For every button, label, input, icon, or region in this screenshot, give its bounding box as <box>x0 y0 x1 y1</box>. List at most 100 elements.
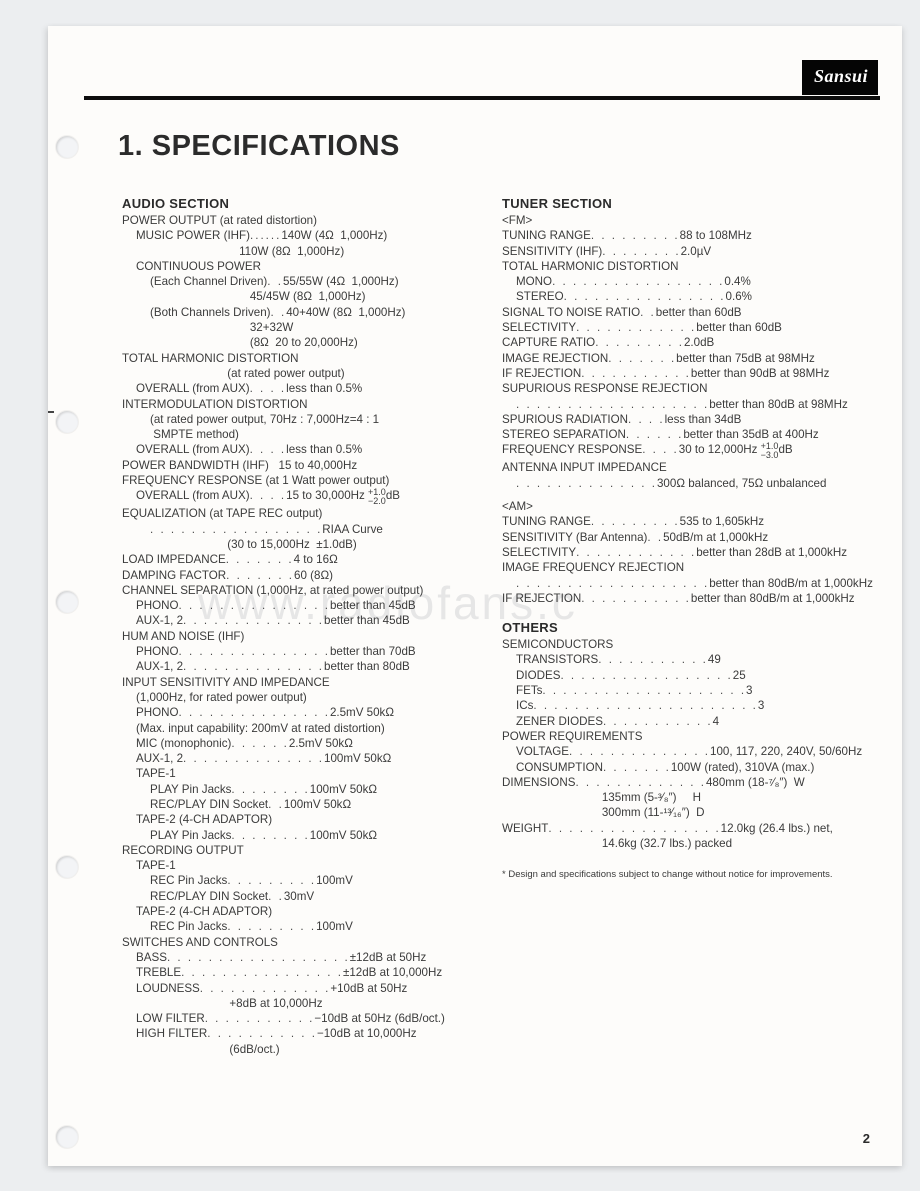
spec-value: ±12dB at 50Hz <box>350 950 427 965</box>
spec-label: INTERMODULATION DISTORTION <box>122 397 308 412</box>
leader-dots: . . . . . . . . . . . . . . . <box>179 705 330 720</box>
leader-dots: . . <box>271 305 287 320</box>
spec-row: IMAGE REJECTION . . . . . . .better than… <box>502 351 872 366</box>
spec-value: 2.0dB <box>684 335 714 350</box>
spec-row: TRANSISTORS . . . . . . . . . . .49 <box>502 652 872 667</box>
spec-label: POWER OUTPUT (at rated distortion) <box>122 213 317 228</box>
spec-row: MUSIC POWER (IHF)......140W (4Ω 1,000Hz) <box>122 228 476 243</box>
spec-row: TUNING RANGE . . . . . . . . .535 to 1,6… <box>502 514 872 529</box>
spec-row: +8dB at 10,000Hz <box>122 996 476 1011</box>
spec-value: 2.0µV <box>681 244 712 259</box>
leader-dots: . . . . . . . . . . . . . . . . . . . . <box>542 683 746 698</box>
spec-list: SEMICONDUCTORSTRANSISTORS . . . . . . . … <box>502 637 872 851</box>
tolerance-fraction: +1.0−2.0 <box>368 488 386 506</box>
spec-row: OVERALL (from AUX) . . . .15 to 30,000Hz… <box>122 488 476 506</box>
spec-row: ZENER DIODES . . . . . . . . . . .4 <box>502 714 872 729</box>
spec-row: SELECTIVITY . . . . . . . . . . . .bette… <box>502 320 872 335</box>
spec-row <box>502 491 872 499</box>
spec-value: better than 60dB <box>696 320 782 335</box>
spec-row: EQUALIZATION (at TAPE REC output) <box>122 506 476 521</box>
spec-row: REC/PLAY DIN Socket . .100mV 50kΩ <box>122 797 476 812</box>
spec-row: TREBLE . . . . . . . . . . . . . . . .±1… <box>122 965 476 980</box>
spec-row: REC Pin Jacks . . . . . . . . .100mV <box>122 919 476 934</box>
spec-row: REC/PLAY DIN Socket . .30mV <box>122 889 476 904</box>
spec-row: HIGH FILTER . . . . . . . . . . .−10dB a… <box>122 1026 476 1041</box>
spec-row: FREQUENCY RESPONSE (at 1 Watt power outp… <box>122 473 476 488</box>
spec-row: 45/45W (8Ω 1,000Hz) <box>122 289 476 304</box>
spec-label: SIGNAL TO NOISE RATIO <box>502 305 640 320</box>
spec-row: MIC (monophonic) . . . . . .2.5mV 50kΩ <box>122 736 476 751</box>
leader-dots: . . . . . . . . . . . <box>581 366 691 381</box>
spec-value: 110W (8Ω 1,000Hz) <box>136 244 344 259</box>
spec-label: DIODES <box>516 668 560 683</box>
spec-row: OVERALL (from AUX) . . . .less than 0.5% <box>122 442 476 457</box>
spec-row: FREQUENCY RESPONSE . . . .30 to 12,000Hz… <box>502 442 872 460</box>
spec-row: (30 to 15,000Hz ±1.0dB) <box>122 537 476 552</box>
spec-label: MUSIC POWER (IHF) <box>136 228 250 243</box>
spec-row: SPURIOUS RADIATION . . . .less than 34dB <box>502 412 872 427</box>
spec-row: SUPURIOUS RESPONSE REJECTION <box>502 381 872 396</box>
spec-label: LOW FILTER <box>136 1011 205 1026</box>
spec-label: INPUT SENSITIVITY AND IMPEDANCE <box>122 675 330 690</box>
leader-dots: . . . . . . . . . <box>591 514 680 529</box>
section-heading-tuner: TUNER SECTION <box>502 196 872 211</box>
spec-row: SEMICONDUCTORS <box>502 637 872 652</box>
spec-label: HIGH FILTER <box>136 1026 207 1041</box>
edge-mark-icon <box>48 411 54 413</box>
spec-row: AUX-1, 2 . . . . . . . . . . . . . .bett… <box>122 613 476 628</box>
spec-label: ZENER DIODES <box>516 714 603 729</box>
spec-value: (30 to 15,000Hz ±1.0dB) <box>150 537 357 552</box>
spec-row: DAMPING FACTOR . . . . . . .60 (8Ω) <box>122 568 476 583</box>
spec-label: AUX-1, 2 <box>136 751 183 766</box>
leader-dots: . . . . . . . . . . . . <box>576 545 696 560</box>
spec-row: (8Ω 20 to 20,000Hz) <box>122 335 476 350</box>
spec-label: SENSITIVITY (Bar Antenna) <box>502 530 647 545</box>
binder-hole-icon <box>56 591 78 613</box>
leader-dots: . . . . . . . . . . . . <box>576 320 696 335</box>
leader-dots: . . . . . . . . . . . . . . <box>183 751 324 766</box>
spec-row: IF REJECTION . . . . . . . . . . .better… <box>502 366 872 381</box>
spec-label: SEMICONDUCTORS <box>502 637 613 652</box>
spec-value: (8Ω 20 to 20,000Hz) <box>150 335 358 350</box>
spec-label: (1,000Hz, for rated power output) <box>136 690 307 705</box>
spec-row: INTERMODULATION DISTORTION <box>122 397 476 412</box>
spec-label: STEREO <box>516 289 564 304</box>
leader-dots: . . . . . . . . . . . . . . <box>569 744 710 759</box>
spec-label: REC/PLAY DIN Socket <box>150 797 268 812</box>
spec-value: 100, 117, 220, 240V, 50/60Hz <box>710 744 862 759</box>
spec-value: 25 <box>733 668 746 683</box>
leader-dots: . . . . . . . . . . . . . . . . . . . . … <box>533 698 758 713</box>
spec-value: 2.5mV 50kΩ <box>289 736 353 751</box>
document-page: Sansui www.radiofans.c 1. SPECIFICATIONS… <box>48 26 902 1166</box>
spec-row: RECORDING OUTPUT <box>122 843 476 858</box>
leader-dots: . . . . . . . . . . . . . . <box>183 613 324 628</box>
spec-row: STEREO SEPARATION . . . . . .better than… <box>502 427 872 442</box>
spec-row: PLAY Pin Jacks . . . . . . . .100mV 50kΩ <box>122 782 476 797</box>
leader-dots: . . . . . . . . . . . . . . <box>516 476 657 491</box>
spec-value: 0.6% <box>726 289 752 304</box>
leader-dots: . . . . . . . . . . . . . . . . . . . <box>516 576 709 591</box>
leader-dots: . . . . . . . . . . . <box>581 591 691 606</box>
spec-value: (6dB/oct.) <box>136 1042 280 1057</box>
leader-dots: . . <box>268 797 284 812</box>
spec-row: 32+32W <box>122 320 476 335</box>
spec-row: SENSITIVITY (Bar Antenna) . .50dB/m at 1… <box>502 530 872 545</box>
spec-value: 40+40W (8Ω 1,000Hz) <box>286 305 405 320</box>
leader-dots: . . . . . . . . . . . . . . . . . <box>150 522 322 537</box>
leader-dots: . . . . . . . . . . . . . <box>575 775 706 790</box>
spec-row: BASS . . . . . . . . . . . . . . . . . .… <box>122 950 476 965</box>
spec-row: OVERALL (from AUX) . . . .less than 0.5% <box>122 381 476 396</box>
spec-value: better than 35dB at 400Hz <box>683 427 818 442</box>
spec-label: HUM AND NOISE (IHF) <box>122 629 244 644</box>
spec-label: AUX-1, 2 <box>136 659 183 674</box>
spec-label: SELECTIVITY <box>502 545 576 560</box>
spec-row: 14.6kg (32.7 lbs.) packed <box>502 836 872 851</box>
spec-row: . . . . . . . . . . . . . .300Ω balanced… <box>502 476 872 491</box>
spec-value: 55/55W (4Ω 1,000Hz) <box>283 274 399 289</box>
spec-label: CONTINUOUS POWER <box>136 259 261 274</box>
spec-row: MONO . . . . . . . . . . . . . . . . .0.… <box>502 274 872 289</box>
spec-label: RECORDING OUTPUT <box>122 843 244 858</box>
spec-label: (at rated power output, 70Hz : 7,000Hz=4… <box>150 412 379 427</box>
spec-row: ANTENNA INPUT IMPEDANCE <box>502 460 872 475</box>
spec-label: DIMENSIONS <box>502 775 575 790</box>
